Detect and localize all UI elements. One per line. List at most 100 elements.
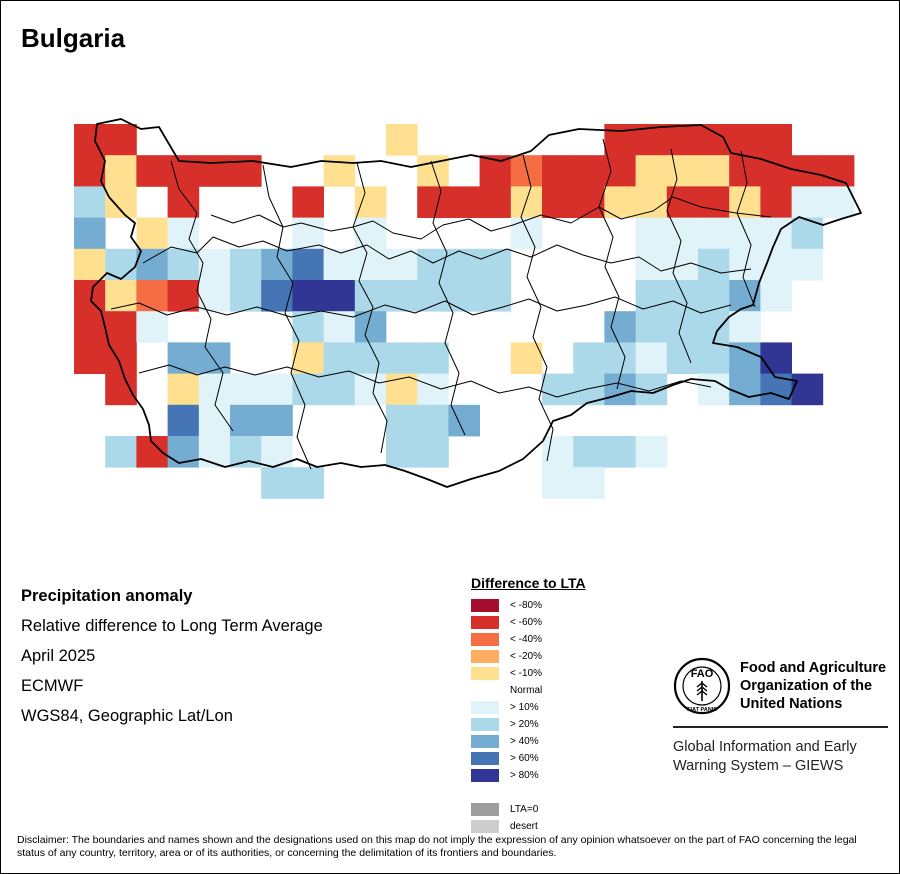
anomaly-cell [417,280,449,312]
anomaly-cell [292,280,324,312]
anomaly-cell [604,124,636,156]
disclaimer: Disclaimer: The boundaries and names sho… [17,834,857,859]
anomaly-cell [635,217,668,250]
legend-normal-label: Normal [510,685,543,696]
anomaly-cell [822,186,855,218]
legend-item: < -80% [471,597,586,614]
anomaly-cell [417,342,449,374]
legend-item: > 20% [471,716,586,733]
legend: Difference to LTA < -80% < -60% < -40% < -2… [471,575,586,835]
anomaly-cell [105,311,137,343]
anomaly-cell [791,217,824,250]
anomaly-cell [261,404,293,437]
anomaly-cell [760,186,792,218]
legend-swatch [471,718,499,731]
legend-item: desert [471,818,586,835]
legend-label: < -80% [510,600,542,611]
anomaly-cell [698,155,730,187]
fao-organization-name: Food and Agriculture Organization of the… [740,659,886,713]
anomaly-cell [542,436,574,468]
legend-item: > 60% [471,750,586,767]
legend-item: > 10% [471,699,586,716]
legend-wet-group: > 10% > 20% > 40% > 60% > 80% [471,699,586,784]
org-name-line-1: Food and Agriculture [740,660,887,676]
anomaly-grid [74,124,855,499]
anomaly-cell [666,248,699,281]
anomaly-cell [323,155,356,187]
anomaly-cell [230,155,262,187]
fao-emblem-icon: FAO FIAT PANIS [673,657,731,715]
anomaly-cell [604,436,636,468]
anomaly-cell [760,280,792,312]
anomaly-cell [729,248,761,281]
anomaly-cell [136,155,168,187]
anomaly-cell [791,248,824,281]
legend-swatch [471,803,499,816]
anomaly-cell [729,217,761,250]
anomaly-cell [417,436,449,468]
giews-line-1: Global Information and Early [673,739,857,755]
anomaly-cell [666,124,699,156]
anomaly-cell [136,280,168,312]
anomaly-cell [167,280,200,312]
legend-title: Difference to LTA [471,575,586,591]
anomaly-cell [105,280,137,312]
legend-swatch [471,633,499,646]
anomaly-cell [604,373,636,406]
legend-item: < -60% [471,614,586,631]
legend-label: desert [510,821,538,832]
anomaly-cell [635,342,668,374]
legend-swatch [471,616,499,629]
org-name-line-2: Organization of the [740,678,873,694]
anomaly-cell [136,217,168,250]
info-date: April 2025 [21,647,96,665]
anomaly-cell [760,248,792,281]
anomaly-cell [573,436,605,468]
anomaly-cell [573,155,605,187]
anomaly-cell [230,248,262,281]
anomaly-cell [448,186,480,218]
anomaly-cell [354,373,387,406]
anomaly-cell [448,248,480,281]
legend-item: > 40% [471,733,586,750]
anomaly-cell [698,311,730,343]
anomaly-cell [698,342,730,374]
anomaly-cell [105,436,137,468]
anomaly-cell [479,280,512,312]
anomaly-cell [74,217,106,250]
anomaly-cell [510,186,543,218]
bulgaria-map [74,118,862,499]
anomaly-cell [354,217,387,250]
info-heading: Precipitation anomaly [21,587,193,605]
legend-item: < -40% [471,631,586,648]
anomaly-cell [323,311,356,343]
legend-swatch [471,650,499,663]
anomaly-cell [292,373,324,406]
anomaly-cell [323,342,356,374]
logo-divider [673,726,888,728]
anomaly-cell [323,373,356,406]
anomaly-cell [729,124,761,156]
anomaly-cell [666,186,699,218]
anomaly-cell [198,248,231,281]
legend-label: > 10% [510,702,539,713]
fao-emblem-letters: FAO [691,668,714,680]
info-subtitle: Relative difference to Long Term Average [21,617,323,635]
anomaly-cell [198,342,231,374]
anomaly-cell [729,342,761,374]
anomaly-cell [167,248,200,281]
giews-line-2: Warning System – GIEWS [673,758,844,774]
anomaly-cell [74,342,106,374]
anomaly-cell [760,342,792,374]
legend-extra-group: LTA=0 desert [471,801,586,835]
anomaly-cell [261,280,293,312]
anomaly-cell [261,373,293,406]
province-boundaries [90,118,862,488]
anomaly-cell [604,155,636,187]
anomaly-cell [230,280,262,312]
anomaly-cell [198,436,231,468]
anomaly-cell [167,404,200,437]
anomaly-cell [261,467,293,499]
legend-label: < -20% [510,651,542,662]
anomaly-cell [791,373,824,406]
